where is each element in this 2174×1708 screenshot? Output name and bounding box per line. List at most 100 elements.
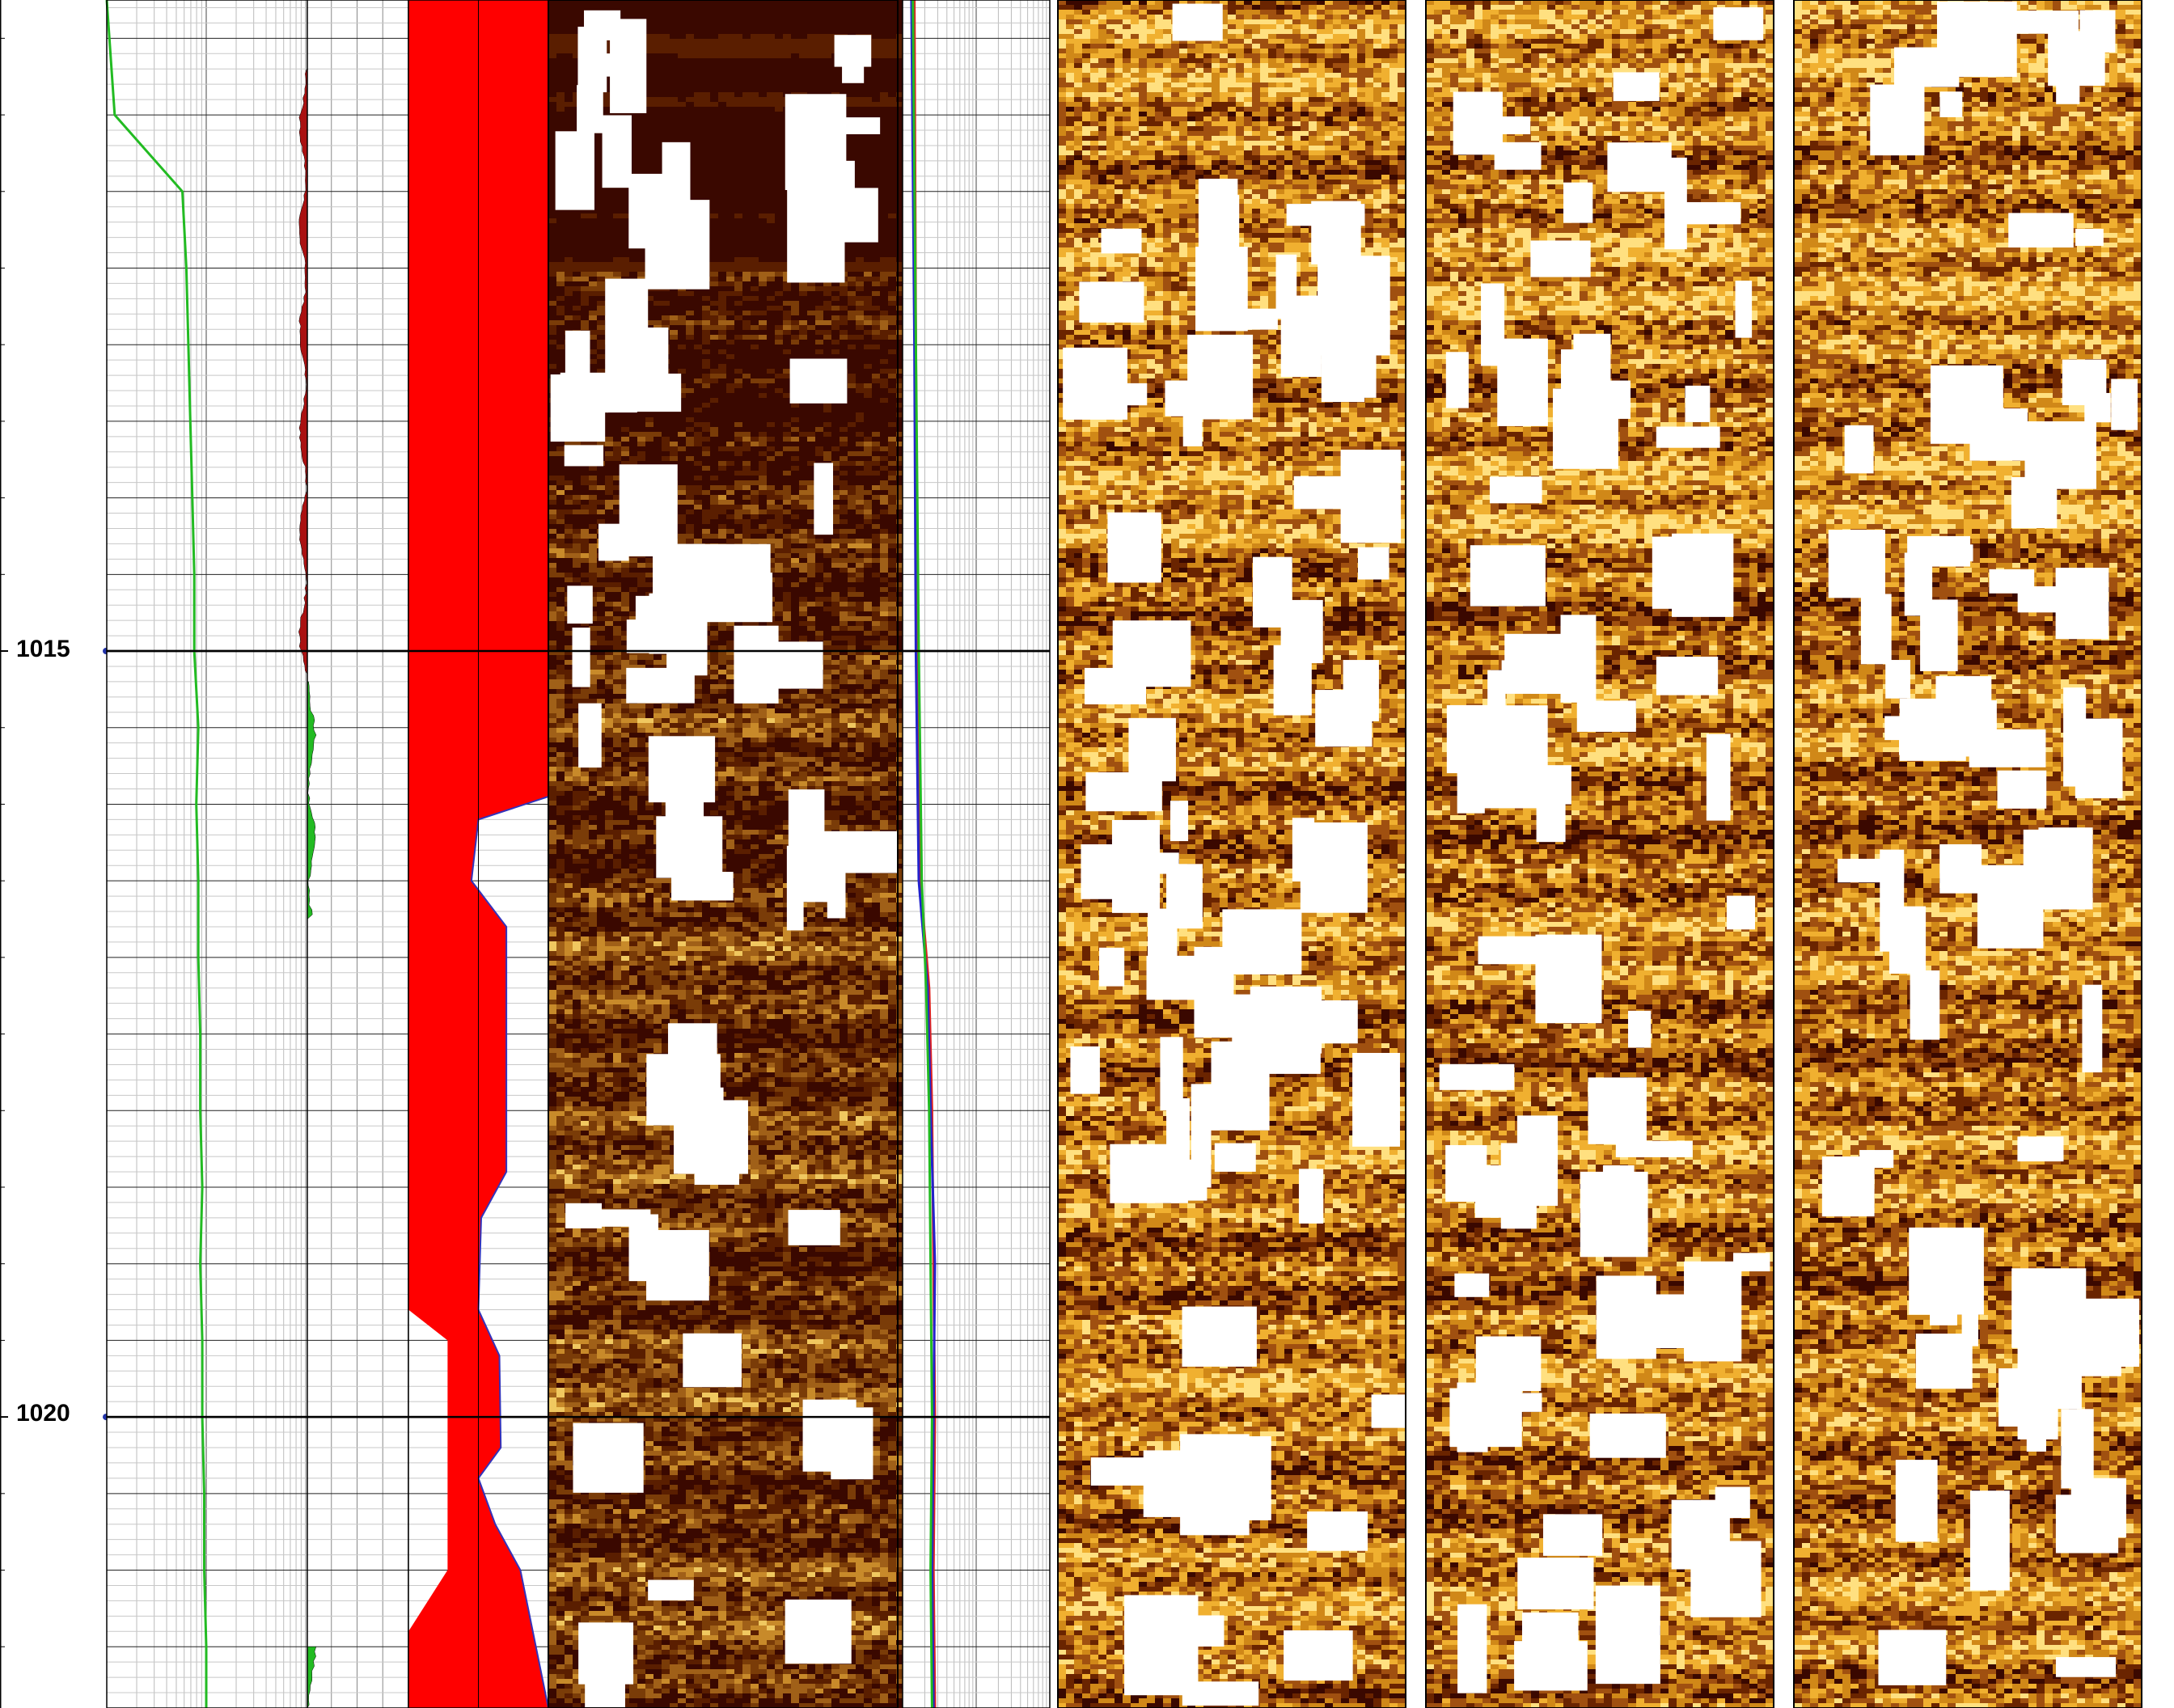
image-pixel: [856, 107, 865, 112]
image-pixel: [548, 29, 557, 35]
image-pixel: [653, 24, 662, 30]
image-pixel: [880, 19, 889, 25]
image-pixel: [662, 15, 670, 20]
image-pixel: [888, 44, 897, 49]
image-pixel: [621, 209, 630, 214]
image-pixel: [702, 165, 711, 171]
image-pixel: [759, 262, 768, 268]
image-pixel: [759, 102, 768, 108]
image-pixel: [848, 146, 856, 151]
image-pixel: [742, 252, 751, 258]
image-pixel: [888, 63, 897, 69]
image-pixel: [888, 141, 897, 146]
image-pixel: [653, 73, 662, 78]
image-pixel: [815, 24, 824, 30]
image-pixel: [783, 5, 792, 11]
image-pixel: [840, 19, 848, 25]
image-pixel: [573, 252, 582, 258]
image-pixel: [686, 53, 695, 59]
image-pixel: [581, 267, 590, 273]
image-pixel: [799, 78, 808, 83]
image-pixel: [718, 165, 727, 171]
image-pixel: [597, 223, 606, 229]
image-pixel: [751, 116, 759, 122]
image-pixel: [702, 150, 711, 156]
image-pixel: [556, 5, 565, 11]
image-pixel: [718, 49, 727, 54]
image-pixel: [718, 204, 727, 209]
image-pixel: [864, 262, 873, 268]
image-pixel: [678, 5, 687, 11]
image-pixel: [556, 218, 565, 224]
image-pixel: [548, 87, 557, 93]
image-pixel: [872, 155, 881, 161]
image-pixel: [742, 82, 751, 88]
image-pixel: [678, 126, 687, 132]
image-pixel: [880, 49, 889, 54]
image-pixel: [751, 150, 759, 156]
image-pixel: [848, 102, 856, 108]
image-pixel: [742, 233, 751, 239]
image-pixel: [775, 267, 784, 273]
image-pixel: [589, 247, 598, 253]
image-pixel: [726, 131, 735, 137]
image-pixel: [823, 68, 832, 74]
image-pixel: [888, 34, 897, 40]
image-pixel: [742, 199, 751, 205]
image-pixel: [653, 112, 662, 117]
image-pixel: [751, 10, 759, 15]
image-pixel: [621, 252, 630, 258]
image-pixel: [767, 87, 776, 93]
image-pixel: [751, 146, 759, 151]
image-pixel: [645, 5, 654, 11]
image-pixel: [807, 10, 816, 15]
image-pixel: [718, 184, 727, 190]
image-pixel: [726, 228, 735, 234]
image-pixel: [864, 175, 873, 180]
image-pixel: [759, 92, 768, 98]
image-pixel: [548, 92, 557, 98]
image-pixel: [888, 87, 897, 93]
image-pixel: [783, 34, 792, 40]
image-pixel: [783, 10, 792, 15]
image-pixel: [686, 112, 695, 117]
image-pixel: [856, 146, 865, 151]
image-pixel: [823, 24, 832, 30]
image-pixel: [678, 63, 687, 69]
image-pixel: [670, 82, 679, 88]
image-pixel: [710, 126, 719, 132]
image-pixel: [556, 39, 565, 44]
image-pixel: [823, 10, 832, 15]
image-pixel: [775, 252, 784, 258]
image-pixel: [726, 78, 735, 83]
image-pixel: [613, 214, 622, 219]
image-pixel: [662, 136, 670, 142]
image-pixel: [807, 68, 816, 74]
image-pixel: [734, 19, 743, 25]
image-pixel: [726, 150, 735, 156]
image-pixel: [702, 5, 711, 11]
image-pixel: [556, 112, 565, 117]
image-pixel: [678, 34, 687, 40]
image-pixel: [864, 15, 873, 20]
image-pixel: [581, 223, 590, 229]
image-pixel: [637, 252, 646, 258]
image-pixel: [702, 155, 711, 161]
image-pixel: [734, 10, 743, 15]
image-pixel: [710, 218, 719, 224]
image-pixel: [678, 19, 687, 25]
image-pixel: [767, 204, 776, 209]
image-pixel: [823, 87, 832, 93]
image-pixel: [718, 189, 727, 195]
image-pixel: [726, 29, 735, 35]
image-pixel: [888, 19, 897, 25]
image-pixel: [783, 63, 792, 69]
image-pixel: [872, 63, 881, 69]
image-pixel: [670, 97, 679, 103]
image-pixel: [872, 262, 881, 268]
image-pixel: [759, 136, 768, 142]
image-pixel: [565, 82, 573, 88]
image-pixel: [702, 175, 711, 180]
image-pixel: [888, 223, 897, 229]
image-pixel: [573, 238, 582, 243]
